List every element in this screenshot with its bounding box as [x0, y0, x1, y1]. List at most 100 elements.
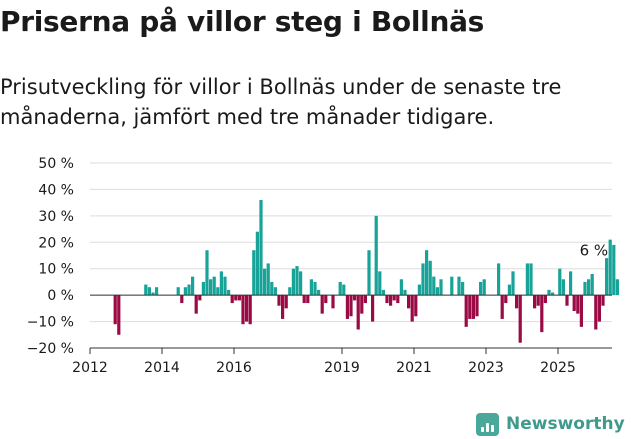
bar: [234, 295, 238, 301]
bar: [432, 276, 436, 296]
x-tick-label: 2016: [216, 360, 252, 376]
bar: [349, 295, 353, 317]
bar: [338, 281, 342, 296]
bars: [113, 200, 619, 343]
x-tick-label: 2021: [396, 360, 432, 376]
bar: [176, 287, 180, 296]
bar: [291, 268, 295, 296]
bar: [360, 295, 364, 314]
bar: [590, 274, 594, 296]
bar: [421, 263, 425, 296]
bar: [363, 295, 367, 304]
bar: [407, 295, 411, 309]
bar: [367, 250, 371, 296]
bar: [583, 281, 587, 296]
y-tick-label: 20 %: [38, 235, 74, 251]
bar: [569, 271, 573, 296]
bar: [212, 276, 216, 296]
bar: [117, 295, 121, 335]
bar: [597, 295, 601, 322]
bar: [353, 295, 357, 301]
bar: [252, 250, 256, 296]
bar: [356, 295, 360, 330]
bar: [504, 295, 508, 304]
x-tick-label: 2025: [540, 360, 576, 376]
bar: [371, 295, 375, 322]
bar: [288, 287, 292, 296]
bar: [576, 295, 580, 314]
bar: [435, 287, 439, 296]
bar: [428, 260, 432, 296]
bar: [227, 289, 231, 296]
x-tick-label: 2019: [324, 360, 360, 376]
bar: [533, 295, 537, 309]
grid-lines: [90, 162, 612, 349]
bar: [482, 279, 486, 296]
bar: [558, 268, 562, 296]
bar: [565, 295, 569, 306]
bar: [187, 284, 191, 296]
bar: [219, 271, 223, 296]
bar: [216, 287, 220, 296]
bar: [259, 200, 263, 296]
bar: [392, 295, 396, 301]
chart-title: Priserna på villor steg i Bollnäs: [0, 5, 485, 38]
bar: [464, 295, 468, 327]
bar: [263, 268, 267, 296]
bar: [450, 276, 454, 296]
bar: [572, 295, 576, 311]
chart-subtitle: Prisutveckling för villor i Bollnäs unde…: [0, 75, 562, 129]
bar: [389, 295, 393, 306]
bar: [471, 295, 475, 319]
bar: [223, 276, 227, 296]
bar: [500, 295, 504, 319]
bar: [281, 295, 285, 319]
bar: [414, 295, 418, 317]
bar: [551, 292, 555, 296]
annotations: 6 %: [580, 242, 609, 260]
bar: [399, 279, 403, 296]
bar: [317, 289, 321, 296]
bar: [518, 295, 522, 343]
bar: [284, 295, 288, 309]
x-tick-label: 2014: [144, 360, 180, 376]
bar: [266, 263, 270, 296]
bar: [147, 287, 151, 296]
bar: [209, 279, 213, 296]
bar: [425, 250, 429, 296]
bar: [439, 279, 443, 296]
bar: [605, 258, 609, 296]
bar: [529, 263, 533, 296]
bar: [615, 279, 619, 296]
bar: [403, 289, 407, 296]
brand-name: Newsworthy: [506, 414, 625, 434]
bar: [255, 231, 259, 296]
bar: [507, 284, 511, 296]
bar: [144, 284, 148, 296]
bar: [180, 295, 184, 304]
y-tick-label: −20 %: [27, 341, 74, 357]
bar: [385, 295, 389, 304]
bar: [331, 295, 335, 309]
bar: [309, 279, 313, 296]
y-tick-label: 40 %: [38, 182, 74, 198]
bar: [324, 295, 328, 304]
bar: [230, 295, 234, 304]
latest-value-label: 6 %: [580, 242, 609, 260]
bar: [248, 295, 252, 325]
bar: [183, 287, 187, 296]
price-change-chart: −20 %−10 %0 %10 %20 %30 %40 %50 % 2012 20…: [27, 156, 619, 376]
bar: [601, 295, 605, 306]
bar: [201, 281, 205, 296]
x-tick-label: 2012: [72, 360, 108, 376]
bar: [194, 295, 198, 314]
bar: [594, 295, 598, 330]
bar: [417, 284, 421, 296]
bar: [468, 295, 472, 319]
bar: [579, 295, 583, 327]
newsworthy-logo: Newsworthy: [476, 410, 625, 438]
bar: [198, 295, 202, 301]
y-tick-label: 10 %: [38, 262, 74, 278]
bar: [479, 281, 483, 296]
bar: [151, 292, 155, 296]
